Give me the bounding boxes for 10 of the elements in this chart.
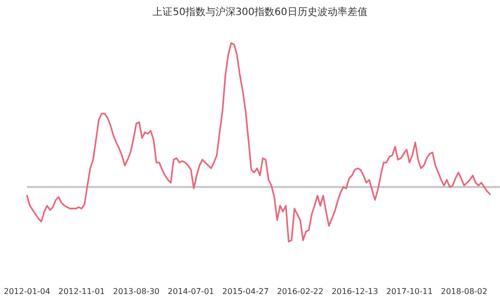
x-tick-label: 2013-08-30 [113, 287, 160, 296]
x-tick-label: 2014-07-01 [168, 287, 214, 296]
x-tick-label: 2016-02-22 [276, 287, 324, 296]
x-tick-label: 2017-10-11 [386, 287, 433, 296]
chart-title: 上证50指数与沪深300指数60日历史波动率差值 [152, 6, 368, 18]
x-tick-label: 2016-12-13 [332, 287, 378, 296]
x-tick-label: 2012-01-04 [4, 287, 50, 296]
x-tick-label: 2018-08-02 [440, 287, 488, 296]
x-tick-label: 2015-04-27 [222, 287, 269, 296]
x-tick-label: 2012-11-01 [58, 287, 105, 296]
